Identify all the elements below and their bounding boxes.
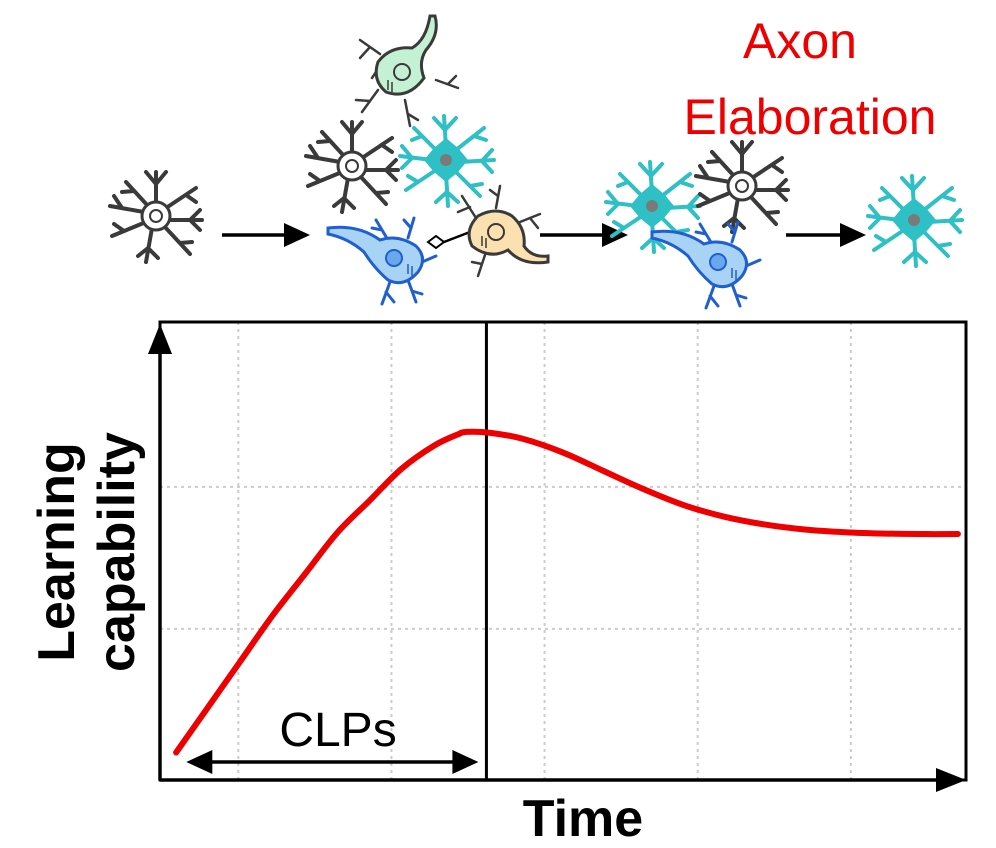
y-axis-label-line1: Learning: [28, 442, 86, 662]
green-pyramidal-neuron: [354, 14, 460, 128]
y-axis-label-line2: capability: [88, 432, 146, 672]
stage-arrow-3: [786, 223, 866, 247]
neuron-stage-4: [866, 174, 964, 268]
blue-pyramidal-neuron: [650, 220, 762, 310]
chart-grid: [160, 322, 966, 780]
x-axis-label: Time: [523, 790, 643, 848]
y-axis-arrow: [148, 324, 172, 780]
x-axis-arrow: [160, 768, 966, 792]
annotation-elaboration: Elaboration: [684, 89, 937, 145]
neuron-stage-3: [604, 140, 790, 310]
clp-double-arrow: [186, 750, 479, 774]
clps-label: CLPs: [279, 704, 396, 757]
chart: CLPs Time Learning capability: [28, 320, 968, 848]
orange-pyramidal-neuron: [456, 184, 550, 278]
annotation-axon: Axon: [743, 13, 857, 69]
stage-arrow-1: [222, 223, 310, 247]
learning-capability-curve: [173, 428, 961, 756]
neuron-stage-1: [108, 170, 204, 264]
y-axis-label: Learning capability: [28, 432, 146, 672]
blue-pyramidal-neuron: [326, 216, 438, 306]
neuron-stage-2: [304, 14, 550, 306]
